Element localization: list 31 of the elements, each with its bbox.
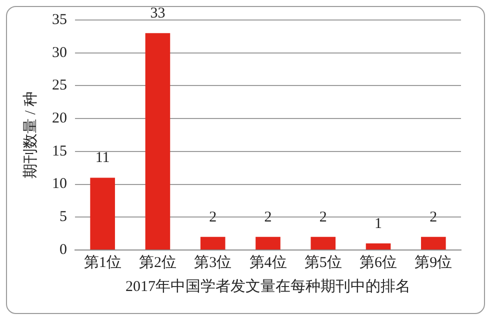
data-label: 1	[374, 216, 382, 232]
x-tick-label: 第3位	[194, 254, 232, 271]
data-label: 2	[209, 209, 217, 226]
data-label: 2	[319, 209, 327, 226]
bar	[310, 236, 336, 250]
bar	[256, 236, 280, 250]
y-tick-label: 5	[60, 209, 67, 226]
data-label: 2	[264, 209, 272, 226]
y-axis-title: 期刊数量 / 种	[22, 92, 39, 178]
data-label: 11	[95, 150, 110, 166]
x-axis-title: 2017年中国学者发文量在每种期刊中的排名	[126, 278, 410, 295]
x-tick-label: 第5位	[304, 254, 342, 271]
bar	[366, 243, 391, 250]
y-tick-label: 15	[52, 143, 67, 160]
bar	[90, 178, 115, 250]
y-tick-label: 20	[52, 110, 67, 127]
x-tick-label: 第6位	[360, 254, 398, 271]
y-tick-label: 10	[52, 176, 67, 192]
x-tick-label: 第9位	[414, 254, 452, 271]
bar	[200, 236, 226, 250]
data-label: 2	[430, 209, 438, 226]
x-tick-label: 第4位	[249, 254, 287, 271]
x-tick-label: 第2位	[138, 254, 176, 271]
bar	[145, 33, 170, 250]
y-tick-label: 35	[52, 12, 67, 28]
bar	[421, 236, 446, 250]
y-tick-label: 30	[52, 44, 67, 61]
x-tick-label: 第1位	[84, 254, 122, 271]
y-tick-label: 0	[60, 242, 67, 258]
y-tick-label: 25	[52, 78, 67, 94]
data-label: 33	[150, 6, 166, 22]
